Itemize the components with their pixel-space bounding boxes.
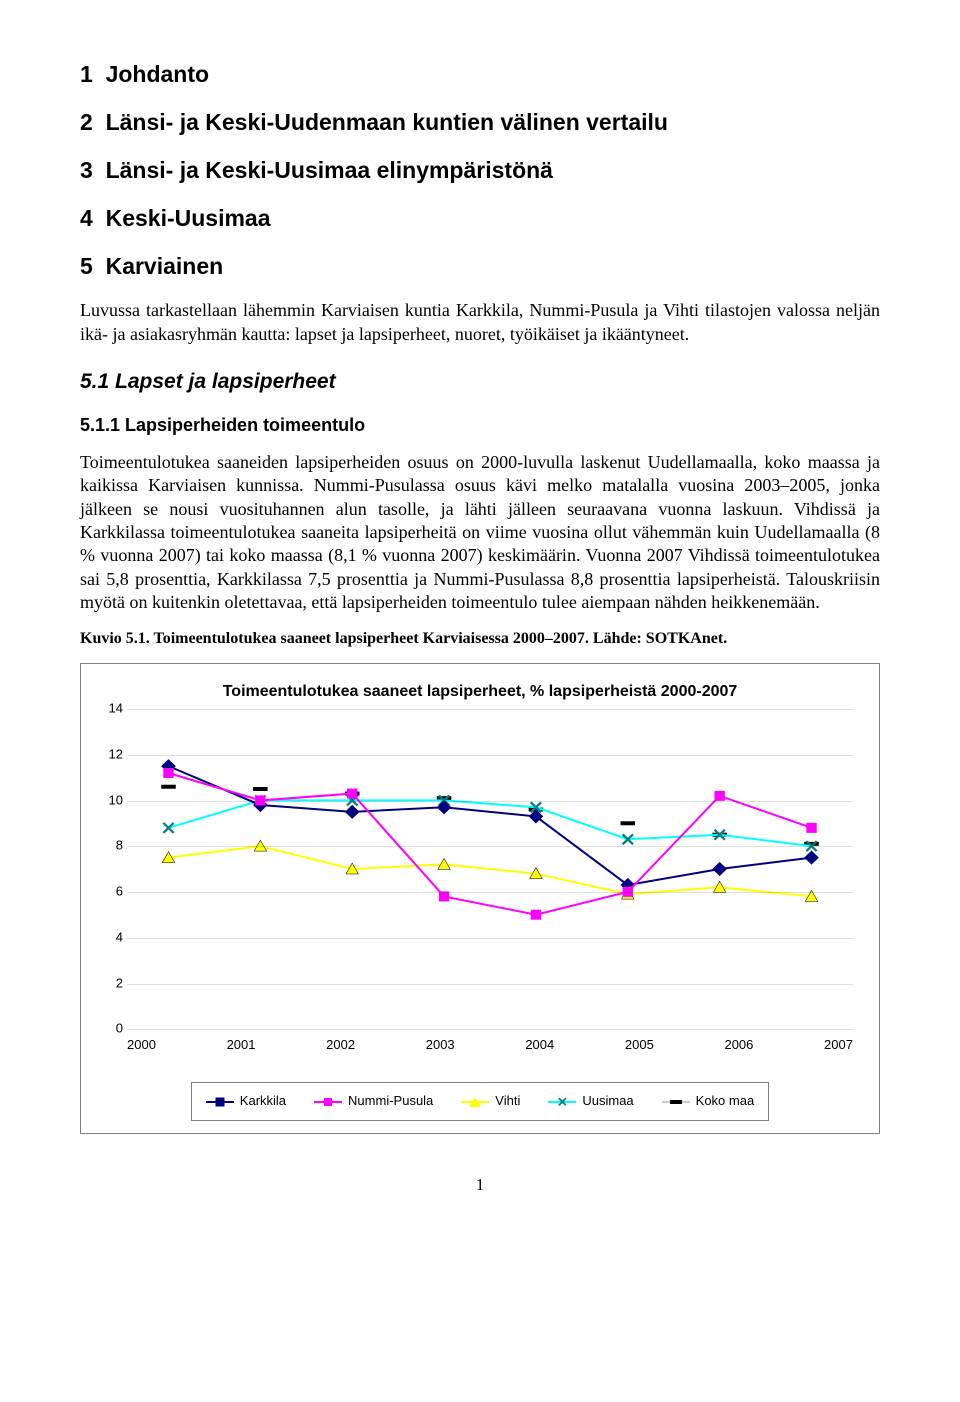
intro-paragraph: Luvussa tarkastellaan lähemmin Karviaise… — [80, 299, 880, 346]
y-axis-label: 14 — [99, 701, 123, 718]
toc-heading-4: 4 Keski-Uusimaa — [80, 204, 880, 234]
legend-label: Uusimaa — [582, 1093, 633, 1110]
data-point — [712, 862, 727, 876]
toc-num: 3 — [80, 157, 93, 183]
section-heading: 5.1 Lapset ja lapsiperheet — [80, 368, 880, 395]
x-axis-label: 2001 — [227, 1037, 256, 1054]
legend-marker-icon — [469, 1097, 481, 1107]
chart-legend: Karkkila Nummi-Pusula Vihti ✕ Uusimaa Koko ma… — [191, 1082, 769, 1121]
gridline — [127, 892, 853, 893]
legend-swatch: ✕ — [548, 1101, 576, 1103]
legend-item: Vihti — [461, 1093, 520, 1110]
data-point — [437, 800, 452, 814]
x-axis-label: 2003 — [426, 1037, 455, 1054]
x-axis-label: 2002 — [326, 1037, 355, 1054]
legend-marker-icon — [324, 1098, 332, 1106]
data-point — [714, 791, 724, 801]
legend-swatch — [314, 1101, 342, 1103]
y-axis-label: 10 — [99, 792, 123, 809]
legend-swatch — [662, 1101, 690, 1103]
legend-marker-icon — [670, 1100, 682, 1104]
legend-marker-icon: ✕ — [557, 1095, 568, 1108]
gridline — [127, 709, 853, 710]
legend-swatch — [461, 1101, 489, 1103]
data-point — [804, 851, 819, 865]
data-point — [531, 910, 541, 920]
toc-heading-3: 3 Länsi- ja Keski-Uusimaa elinympäristön… — [80, 156, 880, 186]
chart-svg — [127, 709, 853, 1029]
y-axis-label: 0 — [99, 1021, 123, 1038]
data-point — [345, 805, 360, 819]
toc-title: Keski-Uusimaa — [106, 205, 271, 231]
page-number: 1 — [80, 1174, 880, 1196]
y-axis-label: 12 — [99, 747, 123, 764]
y-axis-label: 2 — [99, 975, 123, 992]
chart-plot-area: 02468101214 — [127, 709, 853, 1029]
toc-title: Johdanto — [106, 61, 210, 87]
toc-title: Länsi- ja Keski-Uusimaa elinympäristönä — [106, 157, 553, 183]
data-point — [163, 768, 173, 778]
gridline — [127, 1029, 853, 1030]
subsection-heading: 5.1.1 Lapsiperheiden toimeentulo — [80, 414, 880, 437]
data-point — [439, 892, 449, 902]
x-axis-label: 2004 — [525, 1037, 554, 1054]
data-point — [163, 823, 173, 833]
y-axis-label: 4 — [99, 929, 123, 946]
data-point — [347, 789, 357, 799]
chart-x-axis: 2000 2001 2002 2003 2004 2005 2006 2007 — [127, 1037, 853, 1054]
gridline — [127, 938, 853, 939]
toc-heading-2: 2 Länsi- ja Keski-Uudenmaan kuntien väli… — [80, 108, 880, 138]
figure-caption: Kuvio 5.1. Toimeentulotukea saaneet laps… — [80, 629, 880, 650]
toc-num: 5 — [80, 253, 93, 279]
gridline — [127, 984, 853, 985]
x-axis-label: 2000 — [127, 1037, 156, 1054]
toc-num: 1 — [80, 61, 93, 87]
x-axis-label: 2006 — [724, 1037, 753, 1054]
gridline — [127, 801, 853, 802]
legend-label: Karkkila — [240, 1093, 286, 1110]
chart-container: Toimeentulotukea saaneet lapsiperheet, %… — [80, 663, 880, 1134]
data-point — [806, 823, 816, 833]
x-axis-label: 2005 — [625, 1037, 654, 1054]
legend-item: Koko maa — [662, 1093, 755, 1110]
toc-heading-1: 1 Johdanto — [80, 60, 880, 90]
legend-item: Karkkila — [206, 1093, 286, 1110]
gridline — [127, 755, 853, 756]
gridline — [127, 846, 853, 847]
legend-marker-icon — [215, 1097, 224, 1106]
toc-num: 2 — [80, 109, 93, 135]
chart-title: Toimeentulotukea saaneet lapsiperheet, %… — [99, 682, 861, 703]
x-axis-label: 2007 — [824, 1037, 853, 1054]
body-paragraph: Toimeentulotukea saaneiden lapsiperheide… — [80, 451, 880, 615]
legend-label: Nummi-Pusula — [348, 1093, 433, 1110]
legend-item: Nummi-Pusula — [314, 1093, 433, 1110]
legend-swatch — [206, 1101, 234, 1103]
legend-label: Koko maa — [696, 1093, 755, 1110]
y-axis-label: 8 — [99, 838, 123, 855]
toc-heading-5: 5 Karviainen — [80, 252, 880, 282]
legend-item: ✕ Uusimaa — [548, 1093, 633, 1110]
toc-title: Länsi- ja Keski-Uudenmaan kuntien väline… — [106, 109, 668, 135]
toc-title: Karviainen — [106, 253, 224, 279]
legend-label: Vihti — [495, 1093, 520, 1110]
toc-num: 4 — [80, 205, 93, 231]
y-axis-label: 6 — [99, 884, 123, 901]
